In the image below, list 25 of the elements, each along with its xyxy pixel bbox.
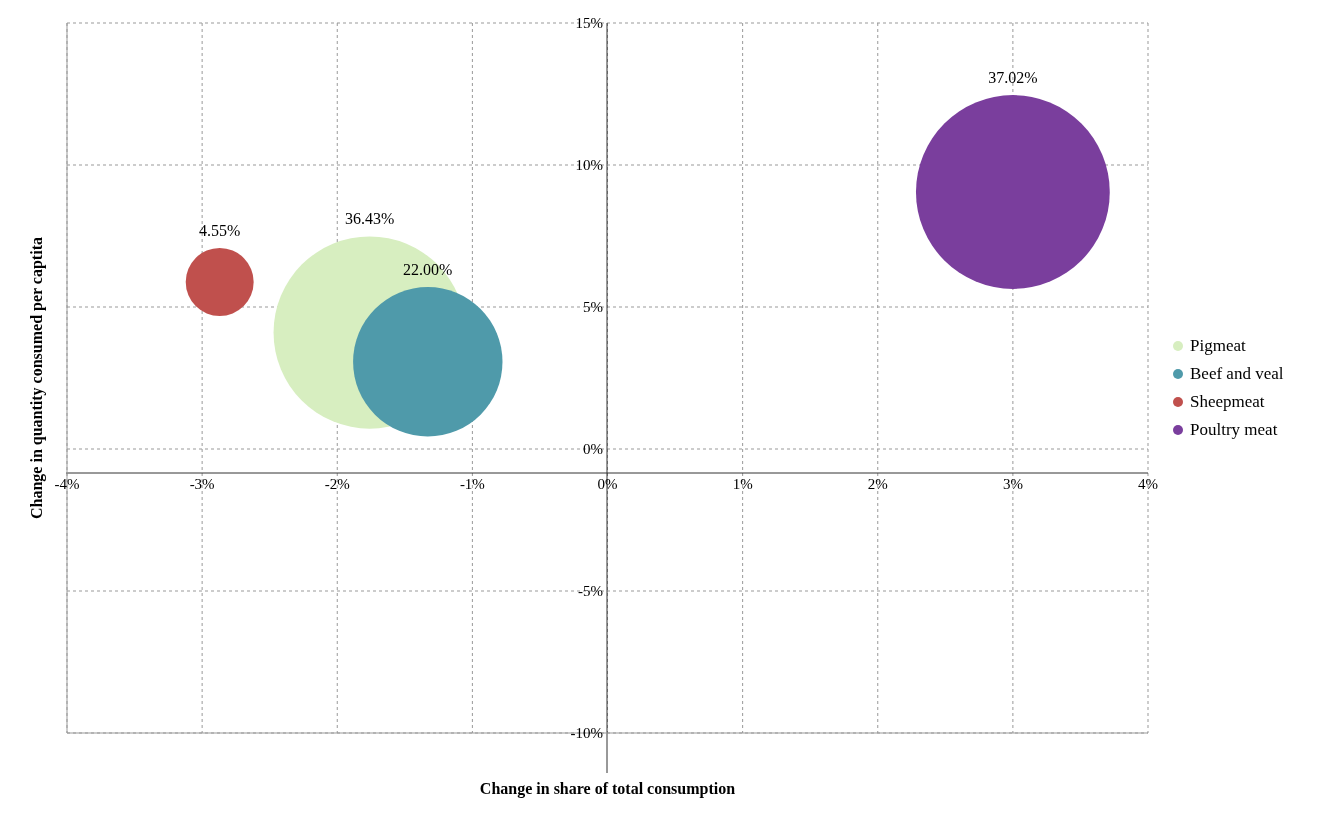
- x-tick-label: -1%: [459, 476, 485, 492]
- data-label: 36.43%: [345, 210, 395, 228]
- y-tick-label: 10%: [575, 157, 603, 173]
- y-tick-label: -5%: [578, 583, 603, 599]
- legend-label: Beef and veal: [1190, 364, 1284, 384]
- legend-label: Sheepmeat: [1190, 392, 1265, 412]
- legend-label: Pigmeat: [1190, 336, 1246, 356]
- y-tick-label: 0%: [583, 441, 603, 457]
- data-label: 4.55%: [199, 222, 241, 240]
- data-label: 37.02%: [988, 69, 1038, 87]
- y-tick-label: 15%: [575, 15, 603, 31]
- x-tick-label: 3%: [1002, 476, 1023, 492]
- data-label: 22.00%: [403, 261, 453, 279]
- legend-label: Poultry meat: [1190, 420, 1278, 440]
- x-tick-label: -2%: [324, 476, 350, 492]
- y-tick-label: 5%: [583, 299, 603, 315]
- y-tick-label: -10%: [570, 725, 603, 741]
- x-tick-label: 4%: [1138, 476, 1158, 492]
- y-axis-title: Change in quantity consumed per captita: [27, 237, 46, 519]
- x-tick-label: 0%: [597, 476, 618, 492]
- x-tick-label: -4%: [54, 476, 80, 492]
- x-tick-label: 1%: [732, 476, 753, 492]
- x-tick-label: -3%: [189, 476, 215, 492]
- x-tick-label: 2%: [867, 476, 888, 492]
- x-axis-title: Change in share of total consumption: [479, 780, 736, 799]
